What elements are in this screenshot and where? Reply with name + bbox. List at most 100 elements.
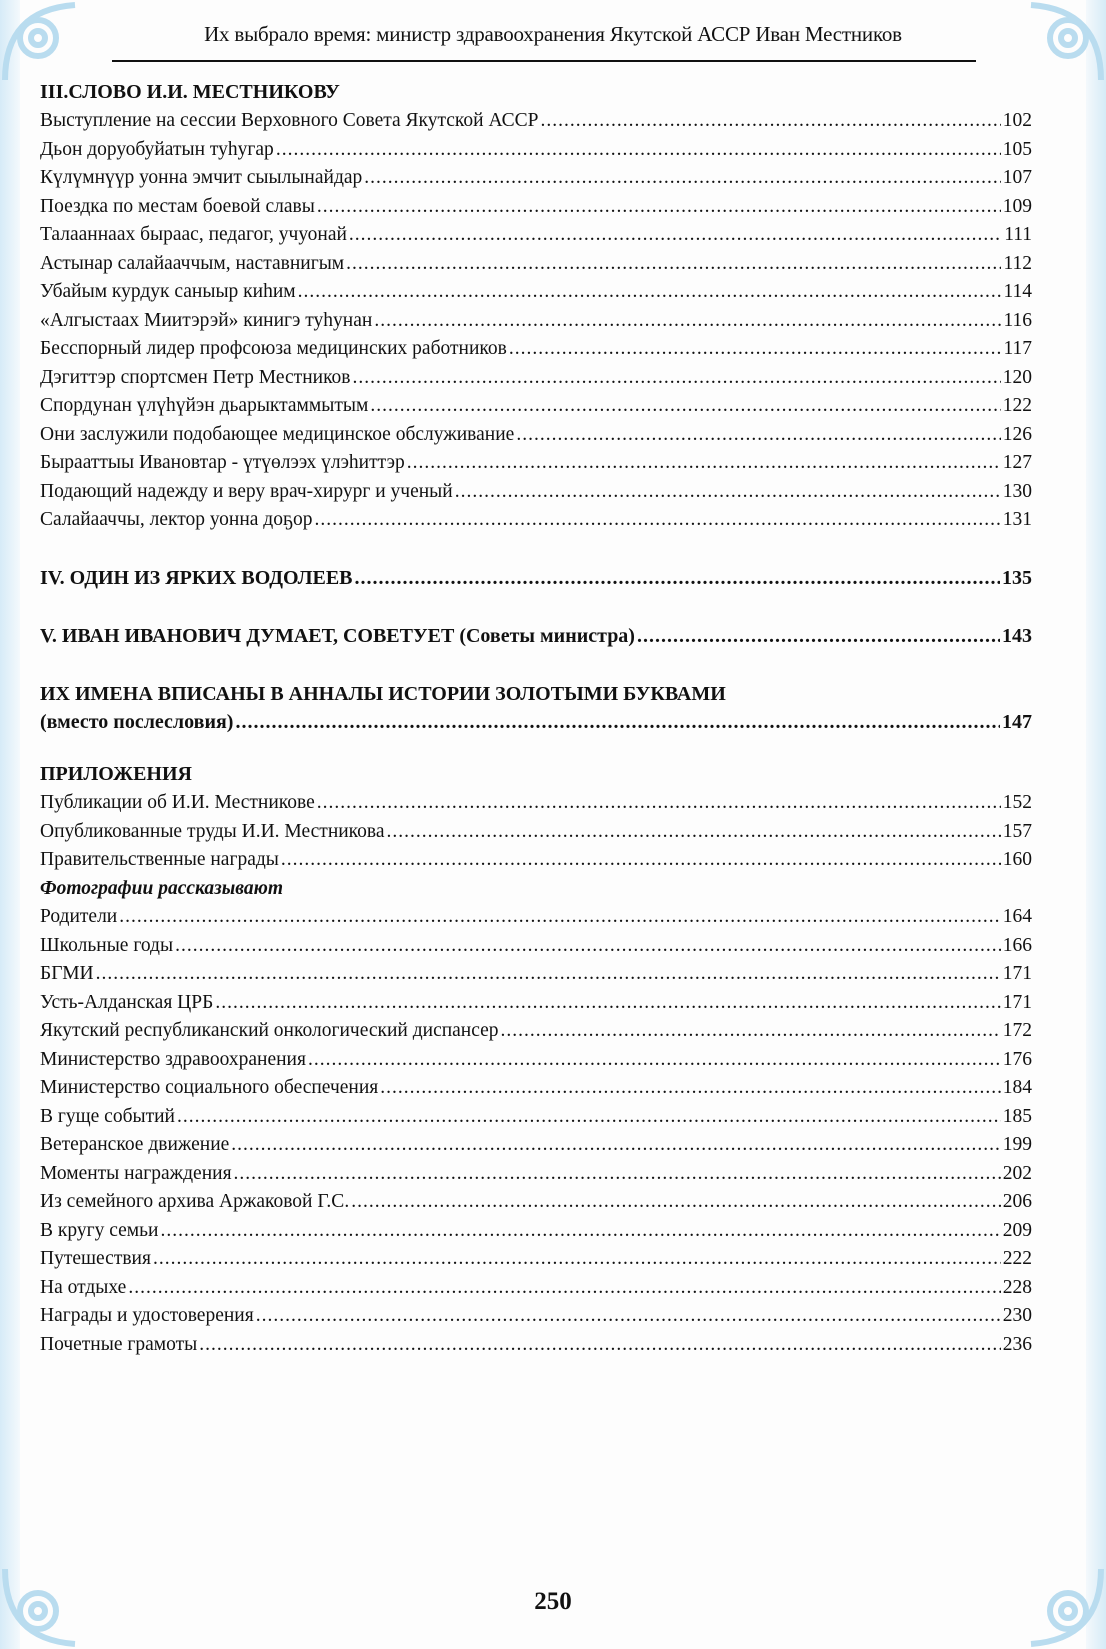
ornament-corner-icon [1030, 2, 1104, 81]
dot-leader [353, 364, 1001, 393]
dot-leader [177, 1103, 1001, 1132]
dot-leader [349, 221, 1002, 250]
entry-title: Бесспорный лидер профсоюза медицинских р… [40, 338, 507, 359]
dot-leader [281, 846, 1001, 875]
toc-entry: V. ИВАН ИВАНОВИЧ ДУМАЕТ, СОВЕТУЕТ (Совет… [40, 622, 1032, 651]
entry-page: 185 [1002, 1105, 1032, 1127]
entry-title: Они заслужили подобающее медицинское обс… [40, 423, 515, 445]
entry-title: Министерство социального обеспечения [40, 1077, 379, 1098]
entry-title: Талааннаах бырaас, педагог, учуонай [40, 224, 347, 245]
toc-entry: Дьон доруобуйатын туһугар 105 [40, 136, 1032, 165]
dot-leader [387, 818, 1001, 847]
entry-page: 228 [1002, 1276, 1032, 1298]
entry-page: 112 [1003, 252, 1032, 274]
dot-leader [370, 392, 1000, 421]
entry-title: В кругу семьи [40, 1219, 159, 1241]
dot-leader [351, 1188, 1001, 1217]
entry-title: Салайааччы, лектор уонна доҕор [40, 509, 313, 530]
toc-entry: Бесспорный лидер профсоюза медицинских р… [40, 335, 1032, 364]
entry-title: Дьон доруобуйатын туһугар [40, 138, 274, 160]
dot-leader [407, 449, 1001, 478]
dot-leader [256, 1302, 1001, 1331]
entry-title: Публикации об И.И. Местникове [40, 792, 315, 813]
entry-title: Күлүмнүүр уонна эмчит сыылынайдар [40, 167, 363, 188]
entry-page: 126 [1002, 423, 1032, 445]
entry-page: 117 [1003, 338, 1032, 359]
running-header: Их выбрало время: министр здравоохранени… [204, 22, 902, 46]
entry-page: 171 [1002, 991, 1032, 1013]
header-rule [112, 60, 976, 62]
entry-title: В гуще событий [40, 1105, 175, 1127]
toc-entry: Опубликованные труды И.И. Местникова 157 [40, 818, 1032, 847]
entry-page: 157 [1002, 820, 1032, 842]
entry-page: 171 [1002, 963, 1032, 984]
table-of-contents: III.СЛОВО И.И. МЕСТНИКОВУ Выступление на… [40, 78, 1032, 1359]
toc-entry: На отдыхе 228 [40, 1274, 1032, 1303]
entry-page: 236 [1002, 1333, 1032, 1355]
section-heading: ПРИЛОЖЕНИЯ [40, 763, 192, 785]
section3-list: Выступление на сессии Верховного Совета … [40, 107, 1032, 535]
toc-entry: «Алгыстаах Миитэрэй» кинигэ туһунан 116 [40, 307, 1032, 336]
entry-page: 172 [1002, 1020, 1032, 1041]
entry-title: Астынар салайааччым, наставнигым [40, 252, 345, 274]
entry-title: Якутский республиканский онкологический … [40, 1020, 499, 1041]
dot-leader [96, 960, 1001, 989]
dot-leader [540, 107, 1000, 136]
entry-title: Дэгиттэр спортсмен Петр Местников [40, 366, 351, 388]
toc-entry: Они заслужили подобающее медицинское обс… [40, 421, 1032, 450]
dot-leader [234, 1160, 1001, 1189]
toc-entry: Министерство социального обеспечения 184 [40, 1074, 1032, 1103]
toc-entry: Подающий надежду и веру врач-хирург и уч… [40, 478, 1032, 507]
entry-title: Бырааттыы Ивановтар - үтүөлээх үлэһиттэр [40, 452, 405, 473]
dot-leader [308, 1046, 1001, 1075]
entry-title: Школьные годы [40, 934, 174, 956]
dot-leader [175, 932, 1001, 961]
dot-leader [231, 1131, 1000, 1160]
page-number: 250 [534, 1588, 572, 1615]
entry-title: «Алгыстаах Миитэрэй» кинигэ туһунан [40, 309, 373, 331]
toc-entry: Талааннаах бырaас, педагог, учуонай 111 [40, 221, 1032, 250]
entry-title: Почетные грамоты [40, 1333, 198, 1355]
entry-page: 222 [1002, 1248, 1032, 1269]
section-heading: III.СЛОВО И.И. МЕСТНИКОВУ [40, 81, 340, 103]
entry-page: 102 [1002, 110, 1032, 131]
dot-leader [374, 307, 1001, 336]
toc-entry: Убайым курдук саныыр киһим 114 [40, 278, 1032, 307]
toc-entry: Из семейного архива Аржаковой Г.С. 206 [40, 1188, 1032, 1217]
entry-page: 202 [1002, 1162, 1032, 1184]
ornament-corner-icon [2, 2, 76, 81]
entry-page: 111 [1004, 224, 1032, 245]
toc-entry: Родители 164 [40, 903, 1032, 932]
entry-page: 114 [1003, 281, 1032, 302]
afterword-heading: ИХ ИМЕНА ВПИСАНЫ В АННАЛЫ ИСТОРИИ ЗОЛОТЫ… [40, 682, 726, 705]
toc-entry: (вместо послесловия)147 [40, 708, 1032, 737]
entry-title: Министерство здравоохранения [40, 1048, 306, 1070]
entry-title: Опубликованные труды И.И. Местникова [40, 820, 385, 842]
entry-title: Награды и удостоверения [40, 1305, 254, 1326]
entry-title: На отдыхе [40, 1276, 127, 1298]
entry-page: 130 [1002, 480, 1032, 502]
ornament-corner-icon [2, 1568, 76, 1647]
dot-leader [364, 164, 1000, 193]
toc-entry: Бырааттыы Ивановтар - үтүөлээх үлэһиттэр… [40, 449, 1032, 478]
entry-page: 152 [1002, 792, 1032, 813]
dot-leader [380, 1074, 1000, 1103]
toc-entry: IV. ОДИН ИЗ ЯРКИХ ВОДОЛЕЕВ135 [40, 564, 1032, 593]
toc-entry: Астынар салайааччым, наставнигым 112 [40, 250, 1032, 279]
entry-title: Подающий надежду и веру врач-хирург и уч… [40, 480, 453, 502]
entry-page: 122 [1002, 395, 1032, 416]
entry-page: 230 [1002, 1305, 1032, 1326]
dot-leader [315, 506, 1001, 535]
entry-page: 176 [1002, 1048, 1032, 1070]
entry-title: Поездка по местам боевой славы [40, 195, 315, 217]
entry-title: Из семейного архива Аржаковой Г.С. [40, 1191, 350, 1212]
appendix-list: Публикации об И.И. Местникове 152 Опублико… [40, 789, 1032, 875]
dot-leader [215, 989, 1000, 1018]
toc-entry: Күлүмнүүр уонна эмчит сыылынайдар 107 [40, 164, 1032, 193]
dot-leader [298, 278, 1002, 307]
dot-leader [509, 335, 1002, 364]
dot-leader [128, 1274, 1000, 1303]
photos-list: Родители164Школьные годы166БГМИ171Усть-А… [40, 903, 1032, 1359]
entry-page: 105 [1002, 138, 1032, 160]
entry-page: 206 [1002, 1191, 1032, 1212]
